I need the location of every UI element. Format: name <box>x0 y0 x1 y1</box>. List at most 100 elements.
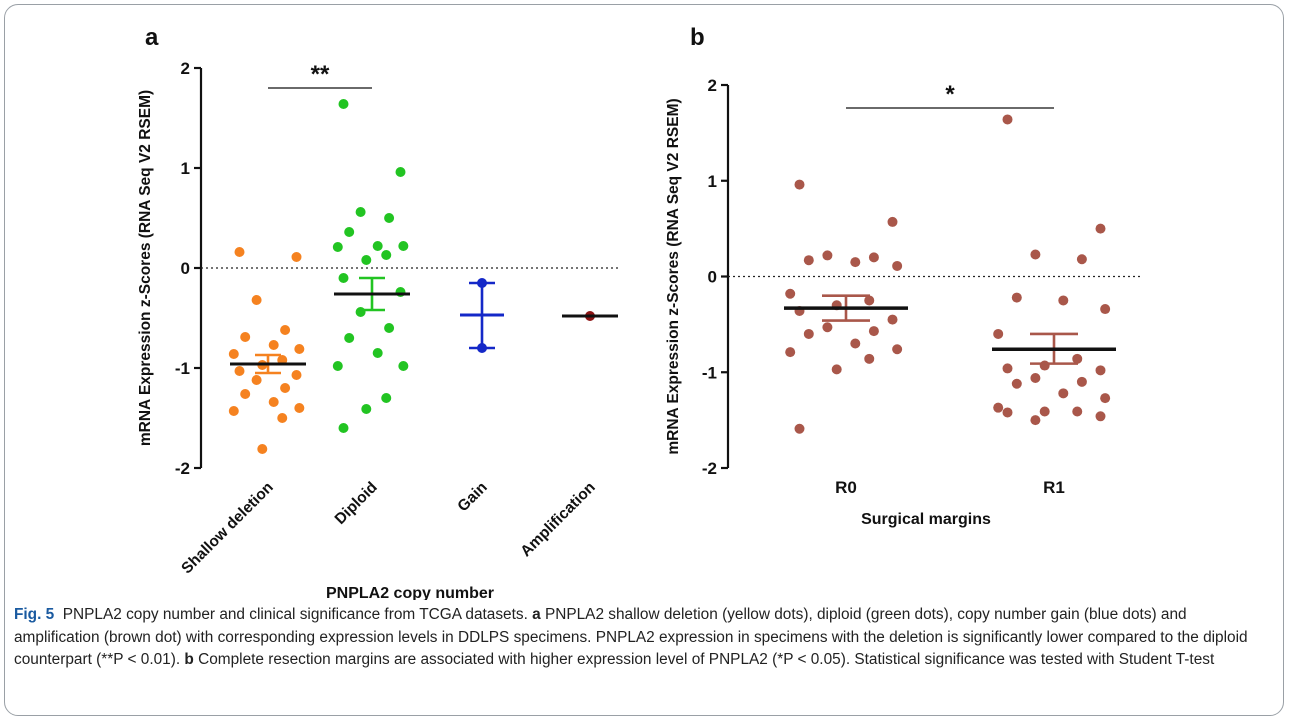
data-point <box>850 257 861 268</box>
data-point <box>240 389 251 399</box>
data-point <box>1011 292 1022 303</box>
caption-b-text: Complete resection margins are associate… <box>198 651 1215 668</box>
data-point <box>332 242 343 252</box>
data-point <box>355 307 366 317</box>
caption-a-label: a <box>532 606 541 623</box>
data-point <box>1030 415 1041 426</box>
significance-marker: * <box>945 81 955 108</box>
data-point <box>831 364 842 375</box>
data-point <box>228 349 239 359</box>
data-point <box>344 333 355 343</box>
y-tick-label: 2 <box>181 59 190 78</box>
series-diploid <box>332 99 410 433</box>
data-point <box>372 348 383 358</box>
data-point <box>803 255 814 266</box>
y-tick-label: 1 <box>708 172 717 191</box>
series-r0 <box>784 179 908 434</box>
data-point <box>395 167 406 177</box>
data-point <box>887 314 898 325</box>
data-point <box>251 375 262 385</box>
data-point <box>1058 388 1069 399</box>
data-point <box>1030 372 1041 383</box>
y-tick-label: -1 <box>702 363 717 382</box>
data-point <box>794 179 805 190</box>
data-point <box>294 403 305 413</box>
data-point <box>1002 114 1013 125</box>
y-tick-label: 0 <box>181 259 190 278</box>
data-point <box>338 99 349 109</box>
data-point <box>268 340 279 350</box>
data-point <box>1100 304 1111 315</box>
figure-charts: a 2 1 0 -1 -2 mRNA Expression z-Scores (RNA Se… <box>137 24 1140 600</box>
figure-frame <box>4 4 1284 716</box>
data-point <box>240 332 251 342</box>
y-tick-label: -1 <box>175 359 190 378</box>
data-point <box>803 328 814 339</box>
data-point <box>887 216 898 227</box>
panel-label: a <box>145 24 159 51</box>
data-point <box>384 323 395 333</box>
data-point <box>384 213 395 223</box>
x-category-label: R1 <box>1043 478 1065 497</box>
data-point <box>1002 363 1013 374</box>
x-category-label: Shallow deletion <box>178 479 276 577</box>
data-point <box>1002 407 1013 418</box>
panel-a: a 2 1 0 -1 -2 mRNA Expression z-Scores (RNA Se… <box>137 24 620 600</box>
data-point <box>338 423 349 433</box>
x-category-label: Diploid <box>332 479 381 528</box>
y-tick-label: 0 <box>708 268 717 287</box>
y-axis-label: mRNA Expression z-Scores (RNA Seq V2 RSE… <box>665 98 682 454</box>
panel-label: b <box>690 24 705 51</box>
x-axis-label: PNPLA2 copy number <box>326 585 494 600</box>
data-point <box>355 207 366 217</box>
caption-b-label: b <box>184 651 194 668</box>
data-point <box>993 402 1004 413</box>
data-point <box>234 247 245 257</box>
data-point <box>868 326 879 337</box>
significance-marker: ** <box>311 61 330 88</box>
y-tick-label: 2 <box>708 76 717 95</box>
data-point <box>864 353 875 364</box>
data-point <box>1100 393 1111 404</box>
data-point <box>280 383 291 393</box>
data-point <box>257 444 268 454</box>
data-point <box>1072 353 1083 364</box>
data-point <box>291 252 302 262</box>
data-point <box>822 322 833 333</box>
y-axis-label: mRNA Expression z-Scores (RNA Seq V2 RSE… <box>137 90 154 446</box>
data-point <box>1095 411 1106 422</box>
x-axis-label: Surgical margins <box>861 511 991 528</box>
data-point <box>332 361 343 371</box>
data-point <box>398 361 409 371</box>
data-point <box>785 347 796 358</box>
data-point <box>1039 360 1050 371</box>
x-category-label: R0 <box>835 478 857 497</box>
data-point <box>361 255 372 265</box>
data-point <box>361 404 372 414</box>
data-point <box>277 413 288 423</box>
series-amplification <box>562 311 618 321</box>
data-point <box>338 273 349 283</box>
data-point <box>850 338 861 349</box>
figure-caption: Fig. 5 PNPLA2 copy number and clinical s… <box>14 604 1276 672</box>
y-tick-label: -2 <box>175 459 190 478</box>
series-gain <box>460 278 504 353</box>
data-point <box>344 227 355 237</box>
data-point <box>822 250 833 261</box>
data-point <box>1095 365 1106 376</box>
caption-a-text: PNPLA2 shallow deletion (yellow dots), d… <box>14 606 1248 668</box>
series-shallow-deletion <box>228 247 306 454</box>
data-point <box>381 393 392 403</box>
data-point <box>1095 223 1106 234</box>
data-point <box>1072 406 1083 417</box>
data-point <box>892 260 903 271</box>
data-point <box>1030 249 1041 260</box>
data-point <box>1039 406 1050 417</box>
panel-b: b 2 1 0 -1 -2 mRNA Expression z-Scores (RNA Se… <box>665 24 1140 528</box>
data-point <box>993 328 1004 339</box>
data-point <box>1076 254 1087 265</box>
caption-figure-label: Fig. 5 <box>14 606 55 623</box>
y-tick-label: 1 <box>181 159 190 178</box>
data-point <box>892 344 903 355</box>
data-point <box>794 423 805 434</box>
